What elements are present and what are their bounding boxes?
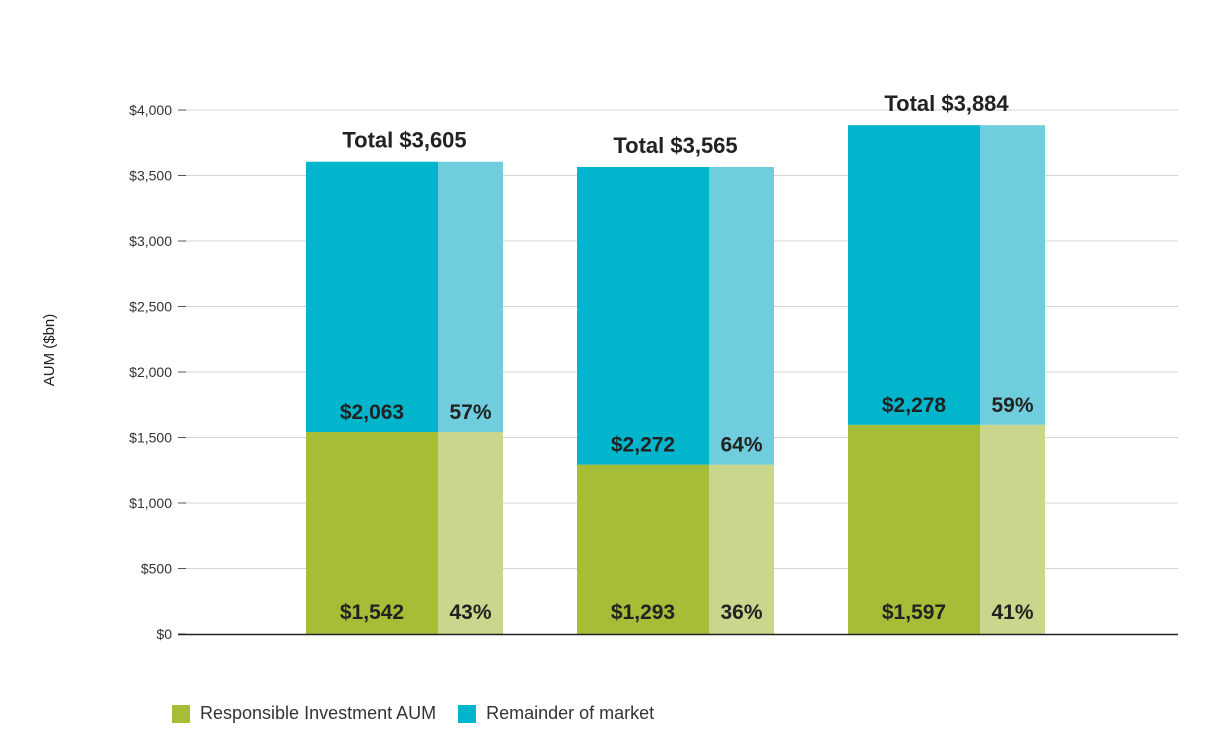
- data-labels: $1,542 43% $2,063 57% Total $3,605 $1,293 36% $…: [340, 91, 1034, 624]
- label-responsible-value: $1,597: [882, 601, 946, 624]
- bars: [306, 125, 1045, 634]
- legend-swatch-responsible: [172, 704, 190, 723]
- bar-responsible-share: [980, 424, 1045, 634]
- bar-responsible-value: [577, 464, 709, 634]
- bar-remainder-value: [848, 125, 980, 425]
- label-responsible-value: $1,542: [340, 601, 404, 624]
- legend-item-responsible: Responsible Investment AUM: [172, 703, 436, 724]
- y-tick-label: $0: [156, 626, 172, 642]
- legend-label-remainder: Remainder of market: [486, 703, 655, 723]
- y-tick-label: $1,000: [129, 495, 172, 511]
- legend-label-responsible: Responsible Investment AUM: [200, 703, 437, 723]
- y-tick-label: $1,500: [129, 430, 172, 446]
- label-total: Total $3,605: [342, 128, 466, 153]
- legend-item-remainder: Remainder of market: [458, 703, 654, 724]
- y-tick-label: $3,000: [129, 233, 172, 249]
- label-remainder-pct: 64%: [720, 434, 762, 457]
- bar-remainder-value: [577, 166, 709, 465]
- label-responsible-value: $1,293: [611, 601, 675, 624]
- label-total: Total $3,565: [613, 133, 737, 158]
- label-total: Total $3,884: [884, 91, 1009, 116]
- y-tick-label: $4,000: [129, 102, 172, 118]
- label-responsible-pct: 36%: [720, 601, 762, 624]
- bar-remainder-value: [306, 161, 438, 432]
- y-axis-label: AUM ($bn): [41, 314, 58, 387]
- bar-responsible-share: [709, 464, 774, 634]
- y-axis-ticks: $0 $500 $1,000 $1,500 $2,000 $2,500 $3,000 $3,5…: [129, 102, 186, 642]
- label-responsible-pct: 43%: [449, 601, 491, 624]
- y-tick-label: $2,500: [129, 299, 172, 315]
- y-tick-label: $3,500: [129, 168, 172, 184]
- bar-remainder-share: [709, 166, 774, 465]
- label-responsible-pct: 41%: [991, 601, 1033, 624]
- label-remainder-value: $2,278: [882, 394, 947, 417]
- bar-remainder-share: [438, 161, 503, 432]
- bar-responsible-value: [848, 424, 980, 634]
- label-remainder-value: $2,063: [340, 401, 404, 424]
- bar-responsible-share: [438, 431, 503, 634]
- label-remainder-pct: 57%: [449, 401, 491, 424]
- label-remainder-pct: 59%: [991, 394, 1033, 417]
- y-tick-label: $2,000: [129, 364, 172, 380]
- y-tick-label: $500: [141, 561, 172, 577]
- legend-swatch-remainder: [458, 704, 477, 723]
- label-remainder-value: $2,272: [611, 434, 675, 457]
- legend: Responsible Investment AUM Remainder of …: [172, 703, 676, 724]
- bar-remainder-share: [980, 125, 1045, 425]
- bar-responsible-value: [306, 431, 438, 634]
